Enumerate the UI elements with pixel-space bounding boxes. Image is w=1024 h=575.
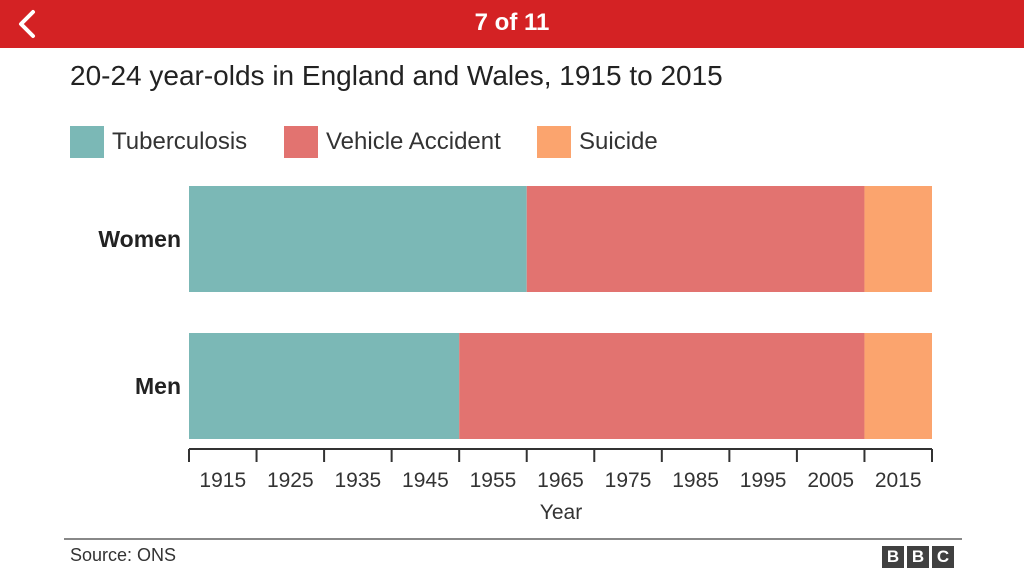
- x-tick-label: 1915: [199, 469, 246, 492]
- chevron-left-icon: [19, 10, 35, 38]
- footer-divider: [64, 538, 962, 540]
- legend-swatch-suicide: [537, 126, 571, 158]
- legend-label-suicide: Suicide: [579, 128, 658, 155]
- bbc-logo-letter: B: [882, 546, 904, 568]
- category-label-men: Men: [135, 373, 181, 399]
- back-button[interactable]: [8, 4, 48, 44]
- bar-men-vehicle-accident: [459, 333, 865, 439]
- x-tick-label: 1965: [537, 469, 584, 492]
- chart-title: 20-24 year-olds in England and Wales, 19…: [70, 60, 723, 91]
- source-note: Source: ONS: [70, 545, 177, 565]
- x-tick-label: 1925: [267, 469, 314, 492]
- x-axis-title: Year: [540, 501, 582, 524]
- category-label-women: Women: [98, 226, 181, 252]
- bar-men-suicide: [864, 333, 932, 439]
- bbc-logo-letter: B: [907, 546, 929, 568]
- legend-label-vehicle-accident: Vehicle Accident: [326, 128, 501, 155]
- legend-swatch-vehicle-accident: [284, 126, 318, 158]
- x-tick-label: 2005: [807, 469, 854, 492]
- x-tick-label: 1935: [335, 469, 382, 492]
- chart-plot: Women Men 1915 1925 1935 1945 1955 1965 1975 1985…: [98, 186, 933, 524]
- x-tick-label: 2015: [875, 469, 922, 492]
- x-tick-label: 1995: [740, 469, 787, 492]
- bbc-logo-letter: C: [932, 546, 954, 568]
- bar-women-suicide: [864, 186, 932, 292]
- legend-label-tuberculosis: Tuberculosis: [112, 128, 248, 155]
- x-tick-label: 1945: [402, 469, 449, 492]
- x-tick-label: 1975: [605, 469, 652, 492]
- top-bar: 7 of 11: [0, 0, 1024, 48]
- x-tick-label: 1955: [470, 469, 517, 492]
- page-counter: 7 of 11: [474, 9, 550, 36]
- bar-women-tuberculosis: [189, 186, 527, 292]
- bar-women-vehicle-accident: [526, 186, 865, 292]
- legend-swatch-tuberculosis: [70, 126, 104, 158]
- x-tick-label: 1985: [672, 469, 719, 492]
- bar-men-tuberculosis: [189, 333, 460, 439]
